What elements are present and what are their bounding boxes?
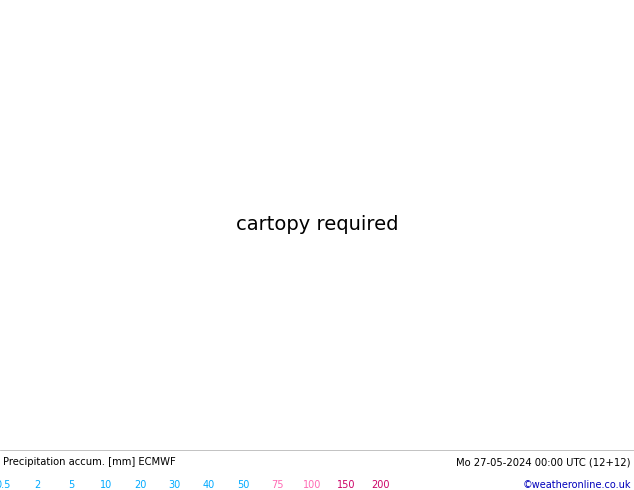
Text: cartopy required: cartopy required — [236, 216, 398, 234]
Text: Mo 27-05-2024 00:00 UTC (12+12): Mo 27-05-2024 00:00 UTC (12+12) — [456, 457, 631, 467]
Text: 10: 10 — [100, 480, 112, 490]
Text: 150: 150 — [337, 480, 355, 490]
Text: 100: 100 — [302, 480, 321, 490]
Text: 2: 2 — [34, 480, 41, 490]
Text: 200: 200 — [371, 480, 390, 490]
Text: 0.5: 0.5 — [0, 480, 11, 490]
Text: 75: 75 — [271, 480, 284, 490]
Text: 50: 50 — [237, 480, 249, 490]
Text: ©weatheronline.co.uk: ©weatheronline.co.uk — [522, 480, 631, 490]
Text: 20: 20 — [134, 480, 146, 490]
Text: 40: 40 — [203, 480, 215, 490]
Text: Precipitation accum. [mm] ECMWF: Precipitation accum. [mm] ECMWF — [3, 457, 176, 467]
Text: 30: 30 — [169, 480, 181, 490]
Text: 5: 5 — [68, 480, 75, 490]
